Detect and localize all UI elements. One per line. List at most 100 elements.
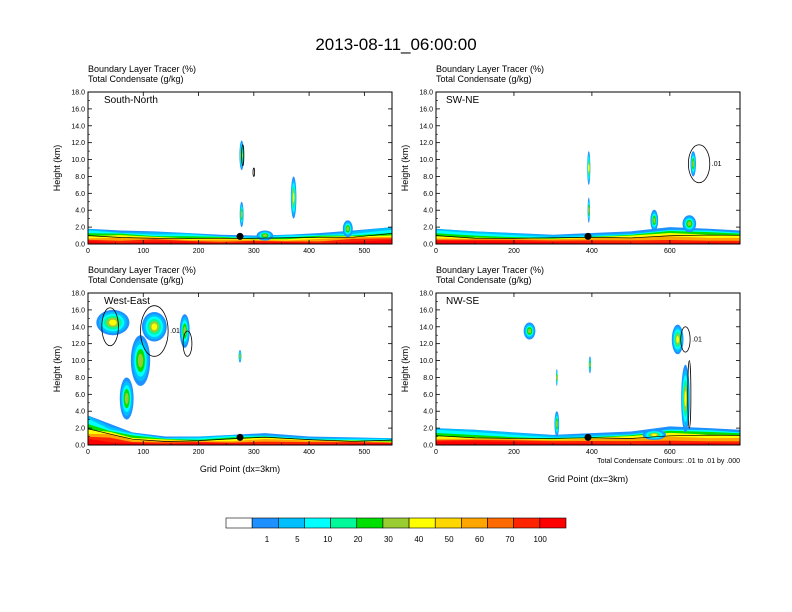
y-tick-label: 8.0	[423, 375, 433, 382]
colorbar-cell	[408, 517, 436, 529]
x-tick-label: 100	[137, 449, 149, 456]
x-tick-label: 400	[303, 449, 315, 456]
tracer-band-level-7	[88, 239, 392, 244]
colorbar-label: 70	[505, 535, 514, 544]
y-tick-label: 2.0	[423, 225, 433, 232]
plot-contents	[436, 322, 740, 445]
panel-west-east: Boundary Layer Tracer (%) Total Condensa…	[52, 265, 393, 474]
panel-label: South-North	[104, 95, 158, 106]
y-tick-label: 18.0	[419, 291, 433, 298]
plot-area: 0.0 2.0 4.0 6.0 8.0 10.0 12.0 14.0 16.0 18.0 0 100 2…	[71, 291, 393, 456]
panel-title-line2: Total Condensate (g/kg)	[88, 74, 184, 84]
location-marker	[236, 433, 244, 441]
tracer-band-level-7	[436, 240, 740, 244]
colorbar-label: 20	[354, 535, 363, 544]
y-tick-label: 14.0	[419, 123, 433, 130]
y-tick-label: 2.0	[423, 426, 433, 433]
x-tick-label: 200	[508, 449, 520, 456]
condensate-contour	[680, 326, 691, 353]
panel-title-line2: Total Condensate (g/kg)	[436, 275, 532, 285]
colorbar-cell	[304, 517, 331, 529]
location-marker	[584, 232, 592, 240]
contour-label: .01	[170, 328, 180, 335]
tracer-blob	[346, 226, 350, 232]
y-tick-label: 10.0	[419, 157, 433, 164]
y-tick-label: 12.0	[71, 341, 85, 348]
x-tick-label: 300	[248, 248, 260, 255]
tracer-blob	[684, 390, 687, 407]
location-marker	[584, 433, 592, 441]
plot-background	[436, 293, 740, 445]
x-tick-label: 0	[434, 449, 438, 456]
location-marker	[236, 232, 244, 240]
y-tick-label: 16.0	[419, 307, 433, 314]
y-tick-label: 12.0	[419, 341, 433, 348]
tracer-blob	[292, 192, 295, 203]
colorbar-label: 40	[414, 535, 423, 544]
x-tick-label: 600	[664, 248, 676, 255]
tracer-blob	[137, 353, 144, 368]
condensate-contour	[687, 144, 711, 184]
condensate-contour	[101, 307, 119, 347]
boundary-contour	[436, 234, 740, 239]
x-tick-label: 300	[248, 449, 260, 456]
tracer-blob	[240, 210, 243, 218]
y-tick-label: 4.0	[75, 409, 85, 416]
x-tick-label: 500	[359, 248, 371, 255]
condensate-contour	[252, 167, 256, 177]
plot-contents	[88, 305, 392, 445]
condensate-contour	[241, 144, 245, 167]
colorbar-cell	[330, 517, 358, 529]
colorbar-cell	[539, 517, 567, 529]
colorbar-label: 60	[475, 535, 484, 544]
x-axis-label: Grid Point (dx=3km)	[200, 464, 280, 474]
plot-area: 0.0 2.0 4.0 6.0 8.0 10.0 12.0 14.0 16.0 18.0 0 200 4…	[419, 291, 741, 456]
panel-title-line1: Boundary Layer Tracer (%)	[436, 64, 544, 74]
plot-contents	[88, 140, 392, 244]
colorbar-cell	[434, 517, 462, 529]
y-tick-label: 12.0	[419, 140, 433, 147]
tracer-blob	[109, 319, 117, 326]
colorbar-cell	[251, 517, 279, 529]
tracer-blob	[556, 375, 558, 380]
y-tick-label: 2.0	[75, 426, 85, 433]
y-tick-label: 18.0	[71, 90, 85, 97]
y-tick-label: 10.0	[419, 358, 433, 365]
chart-title: 2013-08-11_06:00:00	[315, 35, 476, 54]
x-tick-label: 600	[664, 449, 676, 456]
panel-label: West-East	[104, 296, 150, 307]
panel-nw-se: Boundary Layer Tracer (%) Total Condensa…	[400, 265, 741, 484]
y-tick-label: 8.0	[75, 375, 85, 382]
y-tick-label: 10.0	[71, 157, 85, 164]
condensate-contour	[687, 360, 692, 429]
tracer-blob	[124, 392, 129, 405]
y-tick-label: 14.0	[419, 324, 433, 331]
x-tick-label: 200	[193, 449, 205, 456]
x-tick-label: 400	[586, 449, 598, 456]
y-tick-label: 0.0	[423, 443, 433, 450]
colorbar-cell	[487, 517, 514, 529]
x-tick-label: 200	[193, 248, 205, 255]
contour-note: Total Condensate Contours: .01 to .01 by…	[597, 458, 740, 465]
y-tick-label: 14.0	[71, 123, 85, 130]
y-tick-label: 16.0	[419, 106, 433, 113]
y-tick-label: 8.0	[423, 174, 433, 181]
panel-title-line1: Boundary Layer Tracer (%)	[88, 64, 196, 74]
y-tick-label: 18.0	[419, 90, 433, 97]
panel-label: NW-SE	[446, 296, 479, 307]
condensate-contour	[140, 305, 169, 357]
colorbar-cell	[356, 517, 384, 529]
colorbar-cell	[461, 517, 488, 529]
tracer-blob	[589, 362, 591, 368]
panel-sw-ne: Boundary Layer Tracer (%) Total Condensa…	[400, 64, 741, 255]
tracer-blob	[151, 323, 158, 331]
tracer-blob	[556, 420, 558, 428]
y-tick-label: 0.0	[423, 242, 433, 249]
panel-title-line2: Total Condensate (g/kg)	[88, 275, 184, 285]
colorbar-label: 50	[445, 535, 454, 544]
boundary-contour	[436, 434, 740, 439]
y-axis-label: Height (km)	[400, 346, 410, 393]
y-tick-label: 6.0	[423, 392, 433, 399]
tracer-blob	[687, 221, 692, 227]
